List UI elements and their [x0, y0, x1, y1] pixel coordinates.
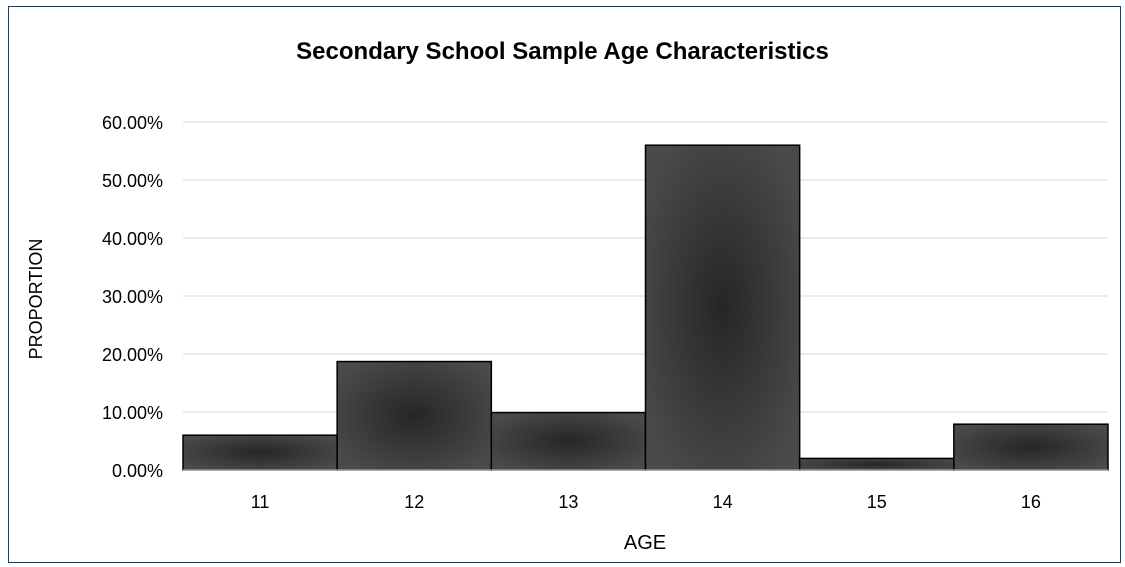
chart-title: Secondary School Sample Age Characterist… [296, 38, 829, 65]
x-tick-label: 14 [713, 492, 733, 512]
x-tick-label: 13 [558, 492, 578, 512]
y-tick-label: 30.00% [102, 287, 163, 307]
bar-age-11 [182, 434, 338, 471]
y-axis-ticks: 0.00% 10.00% 20.00% 30.00% 40.00% 50.00% 60.00… [102, 113, 163, 481]
y-tick-label: 40.00% [102, 229, 163, 249]
y-tick-label: 60.00% [102, 113, 163, 133]
bar-age-12 [336, 360, 493, 471]
bar-age-15 [798, 457, 955, 471]
bar-age-16 [953, 423, 1109, 471]
y-axis-label: PROPORTION [26, 239, 46, 360]
y-tick-label: 0.00% [112, 461, 163, 481]
x-axis-ticks: 11 12 13 14 15 16 [251, 492, 1041, 512]
x-tick-label: 11 [251, 492, 270, 512]
x-tick-label: 15 [867, 492, 887, 512]
y-tick-label: 50.00% [102, 171, 163, 191]
x-tick-label: 12 [404, 492, 424, 512]
bar-age-13 [490, 411, 647, 471]
bar-age-14 [644, 144, 801, 471]
y-tick-label: 10.00% [102, 403, 163, 423]
y-tick-label: 20.00% [102, 345, 163, 365]
x-tick-label: 16 [1021, 492, 1041, 512]
x-axis-label: AGE [624, 532, 666, 554]
bars [182, 144, 1109, 471]
